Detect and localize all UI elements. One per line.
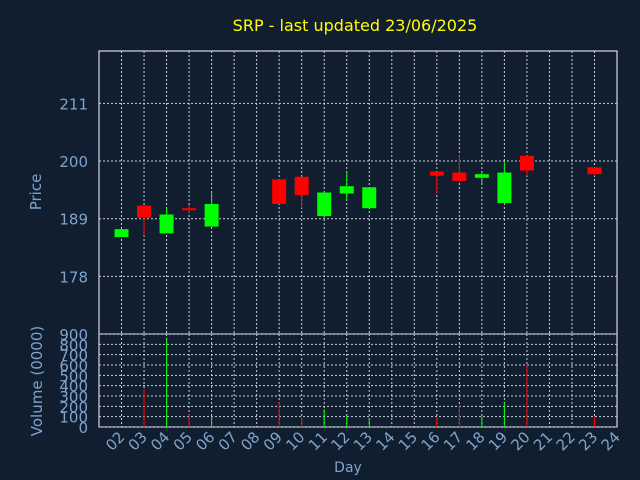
candle-body (452, 172, 467, 181)
x-axis-label: Day (334, 460, 362, 476)
volume-y-tick-label: 200 (59, 398, 88, 416)
price-y-tick-label: 178 (59, 268, 88, 286)
candle-body (182, 208, 197, 211)
price-plot-area (98, 50, 618, 335)
volume-axis-label: Volume (0000) (28, 326, 46, 436)
volume-y-tick-label: 100 (59, 409, 88, 427)
candle-body (272, 179, 287, 205)
volume-y-tick-label: 600 (59, 357, 88, 375)
price-y-ticks: 211 200 189 178 (59, 95, 88, 286)
volume-y-tick-label: 700 (59, 347, 88, 365)
price-y-tick-label: 200 (59, 153, 88, 171)
candle-body (429, 171, 444, 176)
price-y-tick-label: 211 (59, 95, 88, 113)
volume-y-tick-label: 800 (59, 336, 88, 354)
candle-body (339, 186, 354, 194)
candle-body (204, 204, 219, 227)
candle-body (137, 205, 152, 218)
volume-y-tick-label: 900 (59, 326, 88, 344)
candle-body (317, 192, 332, 217)
candle-body (114, 229, 129, 238)
price-candles (114, 154, 602, 238)
candle-body (294, 176, 309, 196)
volume-y-tick-label: 0 (78, 419, 88, 437)
volume-y-tick-label: 500 (59, 367, 88, 385)
day-x-ticks: 0203040506070809101112131415161718192021… (102, 428, 624, 454)
candle-body (497, 172, 512, 203)
volume-bars (143, 339, 595, 427)
candle-body (474, 174, 489, 178)
candle-body (159, 214, 174, 234)
price-y-tick-label: 189 (59, 211, 88, 229)
price-axis-label: Price (27, 174, 45, 211)
candle-body (519, 155, 534, 171)
volume-y-tick-label: 300 (59, 388, 88, 406)
volume-plot-area (98, 333, 618, 428)
volume-y-tick-label: 400 (59, 378, 88, 396)
price-panel: 211 200 189 178 Price (27, 50, 618, 335)
candle-body (362, 187, 377, 209)
candle-body (587, 167, 602, 175)
chart-title: SRP - last updated 23/06/2025 (233, 16, 478, 35)
